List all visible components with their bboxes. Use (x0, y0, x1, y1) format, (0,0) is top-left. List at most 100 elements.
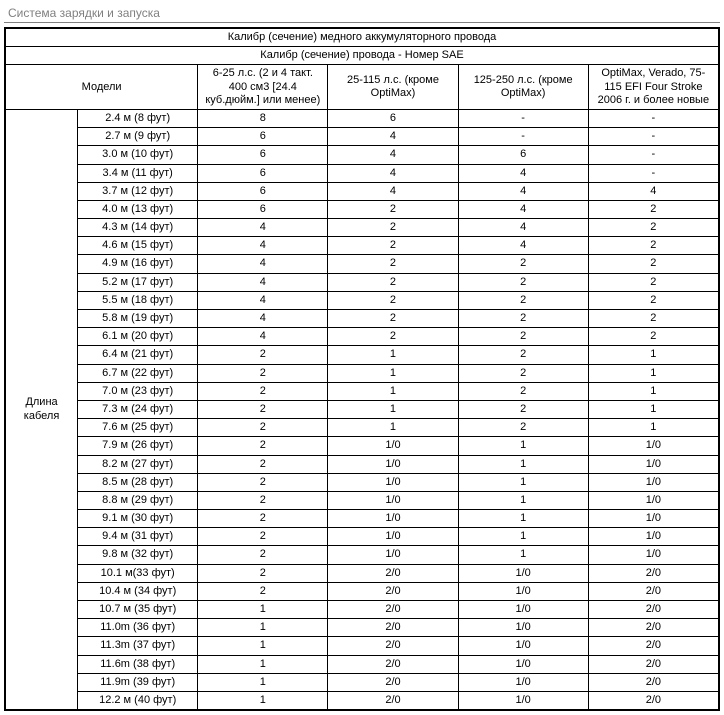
wire-gauge-table-wrapper: Калибр (сечение) медного аккумуляторного… (4, 27, 720, 711)
cell-value: 1/0 (328, 528, 458, 546)
cell-length: 5.8 м (19 фут) (78, 310, 198, 328)
cell-value: 1/0 (458, 655, 588, 673)
table-row: 10.1 м(33 фут)22/01/02/0 (6, 564, 719, 582)
cell-value: 2 (588, 273, 718, 291)
cell-value: 2/0 (328, 582, 458, 600)
cell-value: 2/0 (588, 637, 718, 655)
cell-value: 4 (328, 164, 458, 182)
cell-value: 4 (198, 291, 328, 309)
cell-value: 2 (198, 564, 328, 582)
cell-value: 2 (458, 419, 588, 437)
cell-value: 1/0 (588, 510, 718, 528)
cell-length: 7.6 м (25 фут) (78, 419, 198, 437)
cell-value: 4 (458, 237, 588, 255)
cell-value: 1 (328, 364, 458, 382)
cell-length: 11.9m (39 фут) (78, 673, 198, 691)
table-row: 6.1 м (20 фут)4222 (6, 328, 719, 346)
cell-value: 2 (458, 382, 588, 400)
cell-value: 2 (198, 455, 328, 473)
cell-value: 1 (458, 546, 588, 564)
table-row: 9.8 м (32 фут)21/011/0 (6, 546, 719, 564)
cell-value: 2 (458, 273, 588, 291)
cell-value: 1/0 (588, 546, 718, 564)
header-col-3: 125-250 л.с. (кроме OptiMax) (458, 65, 588, 110)
cell-value: 2 (458, 346, 588, 364)
cell-value: 4 (458, 200, 588, 218)
cell-value: 1/0 (328, 473, 458, 491)
header-col-4: OptiMax, Verado, 75-115 EFI Four Stroke … (588, 65, 718, 110)
cell-value: 4 (198, 328, 328, 346)
cell-length: 4.3 м (14 фут) (78, 219, 198, 237)
cell-value: 6 (328, 109, 458, 127)
cell-value: 2 (198, 491, 328, 509)
cell-value: 2 (198, 346, 328, 364)
cell-value: 2 (588, 328, 718, 346)
cell-value: 1 (588, 346, 718, 364)
cell-value: 4 (198, 219, 328, 237)
cell-value: 2 (458, 328, 588, 346)
cell-value: 2 (458, 400, 588, 418)
cell-length: 3.7 м (12 фут) (78, 182, 198, 200)
table-row: 10.4 м (34 фут)22/01/02/0 (6, 582, 719, 600)
cell-value: 2 (458, 255, 588, 273)
cell-value: 4 (328, 182, 458, 200)
cell-value: 1 (328, 419, 458, 437)
cell-value: 1/0 (588, 528, 718, 546)
cell-length: 2.4 м (8 фут) (78, 109, 198, 127)
cell-value: - (588, 164, 718, 182)
cell-value: 1 (328, 400, 458, 418)
cell-value: 2 (198, 437, 328, 455)
cell-value: 1/0 (458, 691, 588, 709)
table-row: 11.0m (36 фут)12/01/02/0 (6, 619, 719, 637)
table-row: 8.5 м (28 фут)21/011/0 (6, 473, 719, 491)
table-row: 2.7 м (9 фут)64-- (6, 128, 719, 146)
cell-value: 1/0 (328, 455, 458, 473)
header-col-2: 25-115 л.с. (кроме OptiMax) (328, 65, 458, 110)
cell-length: 9.1 м (30 фут) (78, 510, 198, 528)
cell-value: 2 (198, 400, 328, 418)
cell-value: 1 (588, 364, 718, 382)
cell-value: - (458, 128, 588, 146)
cell-value: 6 (198, 200, 328, 218)
cell-length: 5.2 м (17 фут) (78, 273, 198, 291)
cell-length: 9.4 м (31 фут) (78, 528, 198, 546)
table-row: 11.6m (38 фут)12/01/02/0 (6, 655, 719, 673)
cell-value: - (588, 146, 718, 164)
cell-value: 1/0 (328, 437, 458, 455)
cell-value: 6 (458, 146, 588, 164)
cell-value: 1/0 (588, 491, 718, 509)
cell-value: 2/0 (588, 673, 718, 691)
cell-value: 2 (588, 200, 718, 218)
cell-value: 6 (198, 164, 328, 182)
cell-value: 1 (198, 619, 328, 637)
table-row: 7.3 м (24 фут)2121 (6, 400, 719, 418)
cell-value: 1/0 (328, 491, 458, 509)
cell-value: 4 (458, 219, 588, 237)
table-row: 12.2 м (40 фут)12/01/02/0 (6, 691, 719, 709)
cell-length: 8.2 м (27 фут) (78, 455, 198, 473)
table-row: 11.9m (39 фут)12/01/02/0 (6, 673, 719, 691)
cell-length: 7.9 м (26 фут) (78, 437, 198, 455)
cell-value: 4 (588, 182, 718, 200)
header-models: Модели (6, 65, 198, 110)
header-top-1: Калибр (сечение) медного аккумуляторного… (6, 29, 719, 47)
cell-value: 2 (328, 310, 458, 328)
cell-value: 2 (198, 582, 328, 600)
cell-value: 2/0 (328, 691, 458, 709)
cell-value: 8 (198, 109, 328, 127)
cell-value: 4 (198, 310, 328, 328)
cell-value: 2 (458, 291, 588, 309)
cell-length: 12.2 м (40 фут) (78, 691, 198, 709)
cell-value: 2 (198, 419, 328, 437)
cell-value: 2/0 (588, 564, 718, 582)
table-row: 7.0 м (23 фут)2121 (6, 382, 719, 400)
row-group-header: Длина кабеля (6, 109, 78, 709)
header-row-2: Калибр (сечение) провода - Номер SAE (6, 47, 719, 65)
cell-length: 9.8 м (32 фут) (78, 546, 198, 564)
cell-value: 2 (198, 382, 328, 400)
cell-value: 2 (588, 237, 718, 255)
cell-value: 2 (458, 364, 588, 382)
cell-value: 2 (328, 237, 458, 255)
cell-value: 6 (198, 128, 328, 146)
cell-value: 2 (328, 255, 458, 273)
